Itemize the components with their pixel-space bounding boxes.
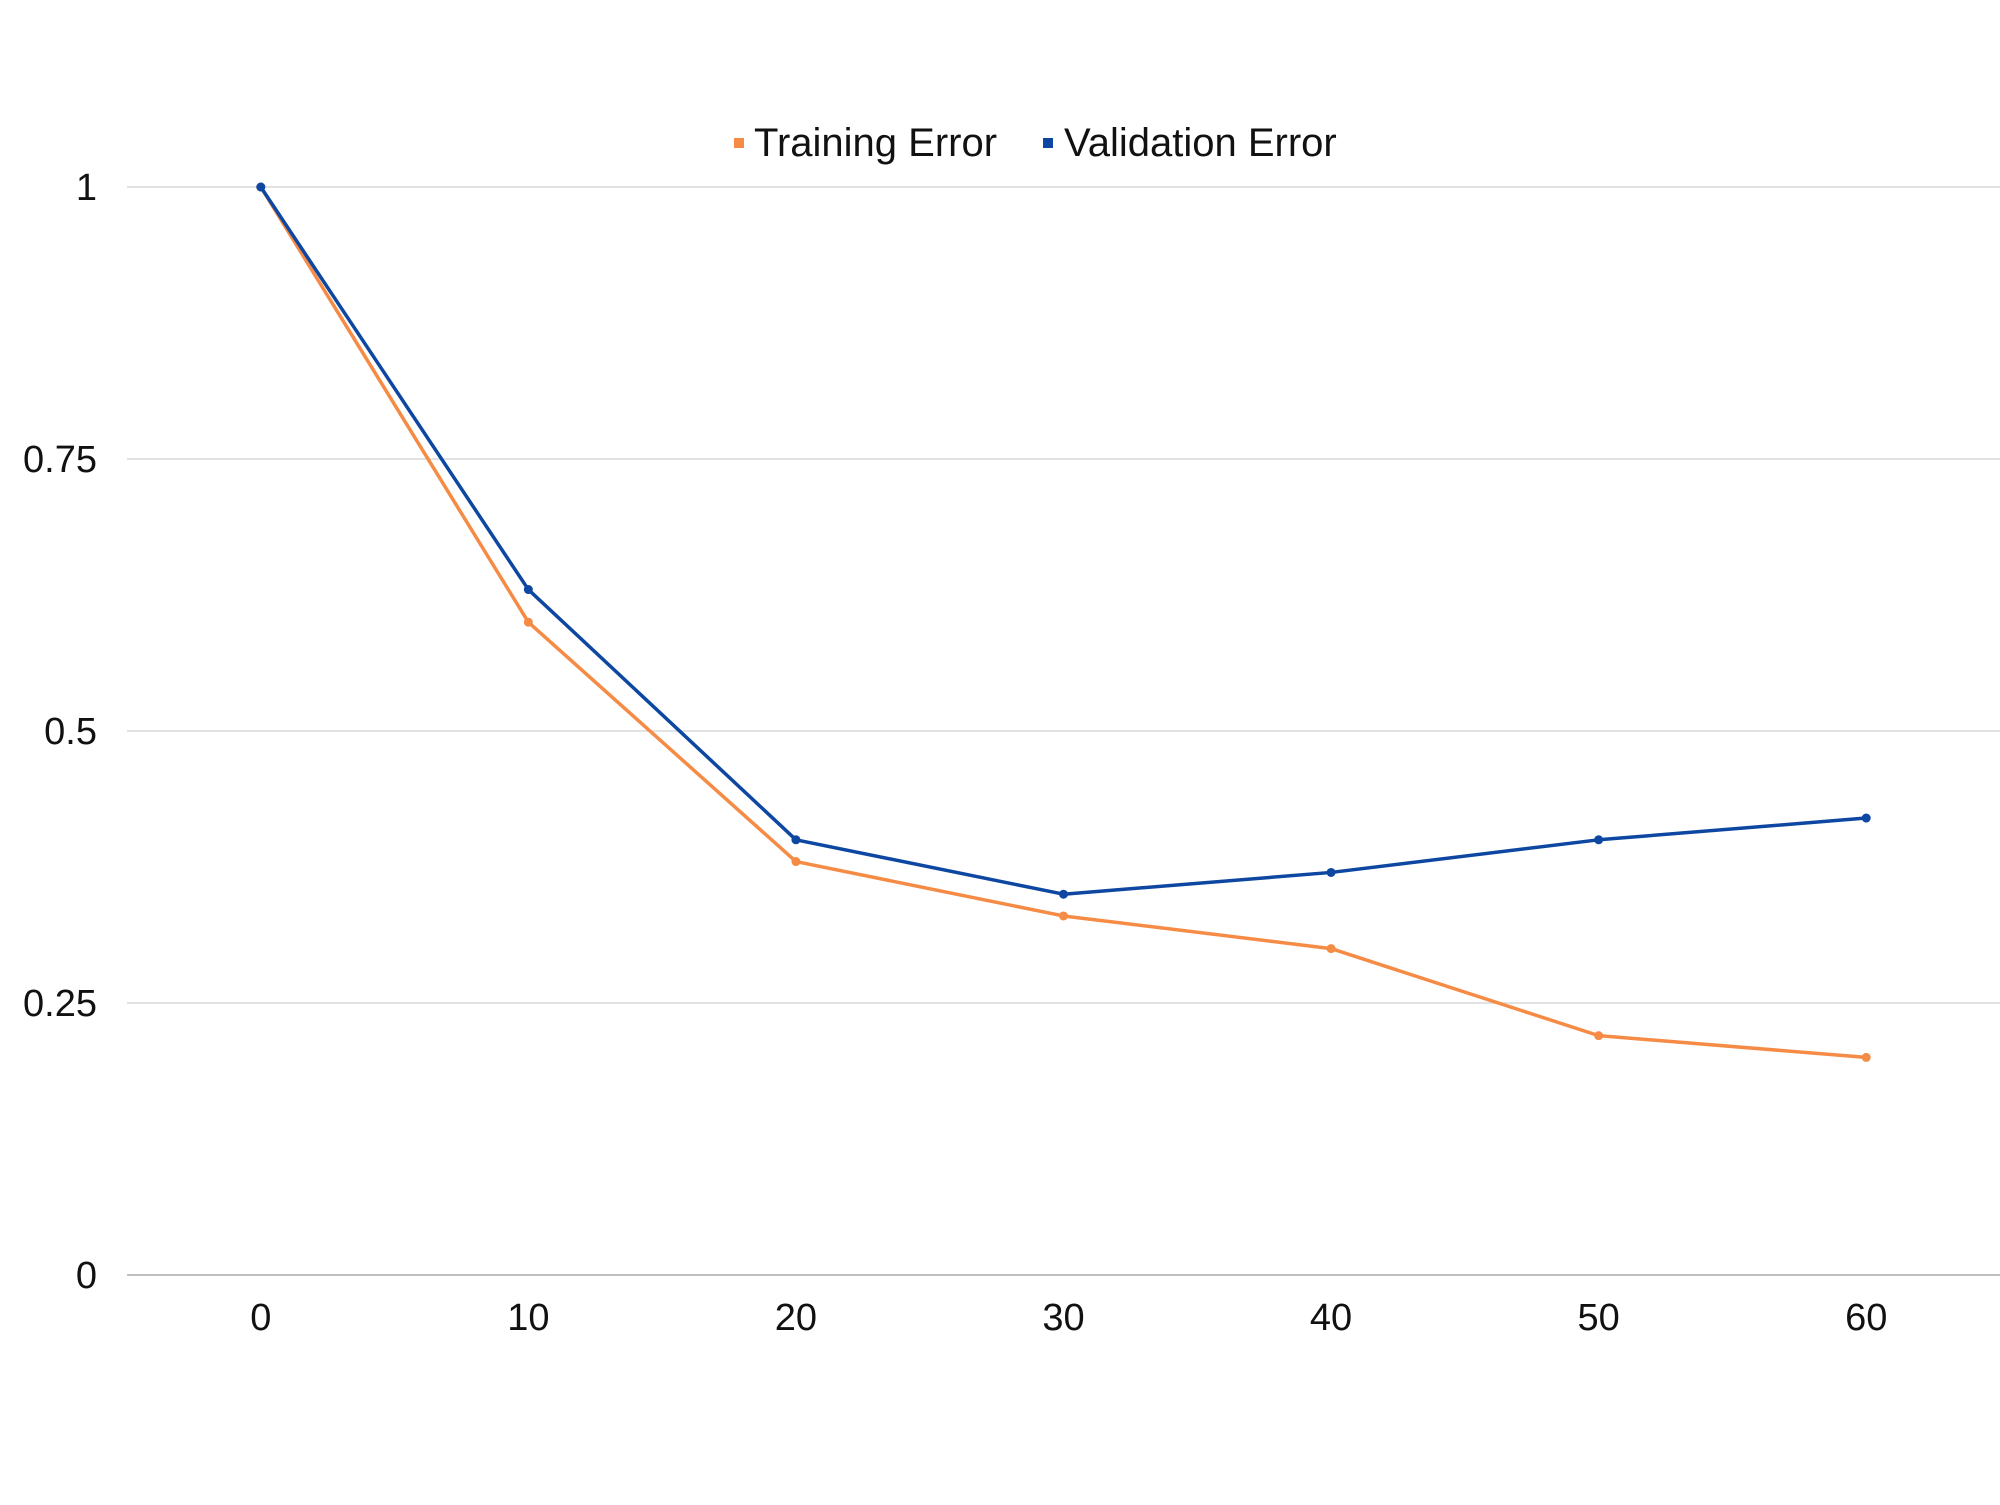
legend-swatch [734,138,744,148]
legend-label: Validation Error [1064,121,1337,165]
validation-error-point [791,835,801,845]
validation-error-series [256,182,1871,899]
y-tick-label: 0.25 [23,983,97,1025]
y-tick-label: 1 [76,167,97,209]
legend-swatch [1043,138,1053,148]
y-axis-tick-labels: 0 0.25 0.5 0.75 1 [23,167,97,1297]
y-tick-label: 0.75 [23,439,97,481]
x-tick-label: 40 [1310,1297,1352,1339]
validation-error-point [1326,867,1336,877]
legend-item-training-error: Training Error [734,121,997,165]
legend-item-validation-error: Validation Error [1043,121,1337,165]
training-error-point [1326,944,1336,954]
training-error-point [523,617,533,627]
validation-error-point [523,585,533,595]
training-error-line [259,185,1868,1060]
legend: Training Error Validation Error [734,121,1337,165]
gridlines [127,186,2000,1004]
legend-label: Training Error [754,121,997,165]
training-error-series [256,182,1871,1062]
x-tick-label: 0 [250,1297,271,1339]
validation-error-line [259,185,1868,896]
validation-error-point [256,182,266,192]
series-lines [256,182,1871,1062]
x-tick-label: 50 [1578,1297,1620,1339]
x-tick-label: 30 [1042,1297,1084,1339]
validation-error-point [1059,889,1068,899]
training-error-point [1594,1031,1604,1041]
y-tick-label: 0 [76,1255,97,1297]
training-error-point [1861,1052,1871,1062]
x-tick-label: 60 [1845,1297,1887,1339]
training-error-point [1059,911,1068,921]
y-tick-label: 0.5 [44,711,97,753]
x-tick-label: 20 [775,1297,817,1339]
x-tick-label: 10 [507,1297,549,1339]
validation-error-point [1861,813,1871,823]
training-error-point [791,857,801,867]
validation-error-point [1594,835,1604,845]
x-axis-tick-labels: 0 10 20 30 40 50 60 [250,1297,1887,1339]
